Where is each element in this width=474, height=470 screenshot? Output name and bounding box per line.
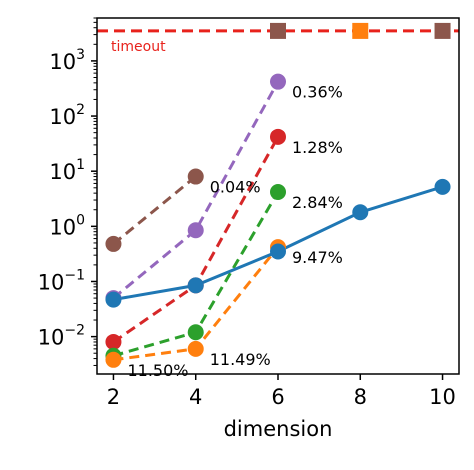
series-5-point-3 bbox=[352, 204, 369, 221]
timeout-label: timeout bbox=[111, 39, 166, 55]
series-5-point-0 bbox=[105, 291, 122, 308]
series-line-1 bbox=[112, 80, 280, 300]
series-0-point-0 bbox=[105, 235, 122, 252]
y-tick-label-1: 10−1 bbox=[38, 267, 85, 294]
series-1-point-1 bbox=[187, 222, 204, 239]
series-2-point-0 bbox=[105, 333, 122, 350]
extra-label-0: 11.50% bbox=[127, 361, 188, 380]
x-tick-label-0: 2 bbox=[107, 385, 120, 409]
timeout-marker-0 bbox=[270, 22, 286, 39]
y-tick-label-0: 10−2 bbox=[38, 323, 85, 350]
timeout-marker-2 bbox=[434, 22, 451, 39]
x-tick-label-4: 10 bbox=[429, 385, 456, 409]
series-3-label: 2.84% bbox=[292, 193, 343, 212]
series-5-point-4 bbox=[434, 178, 451, 195]
series-2-label: 1.28% bbox=[292, 138, 343, 157]
y-tick-label-3: 101 bbox=[49, 157, 85, 184]
series-5-point-2 bbox=[270, 243, 286, 260]
x-tick-label-3: 8 bbox=[354, 385, 367, 409]
y-tick-label-4: 102 bbox=[49, 102, 85, 129]
timeout-marker-1 bbox=[352, 22, 369, 39]
y-tick-label-5: 103 bbox=[49, 47, 85, 74]
series-3-point-2 bbox=[270, 183, 286, 200]
extra-label-1: 11.49% bbox=[210, 350, 271, 369]
series-0-point-1 bbox=[187, 168, 204, 185]
series-5-point-1 bbox=[187, 277, 204, 294]
series-1-label: 0.36% bbox=[292, 83, 343, 102]
series-1-point-2 bbox=[270, 73, 286, 90]
series-4-point-0 bbox=[105, 351, 122, 368]
series-line-2 bbox=[112, 136, 280, 344]
x-tick-label-1: 4 bbox=[189, 385, 202, 409]
series-line-0 bbox=[112, 175, 197, 246]
series-2-point-2 bbox=[270, 128, 286, 145]
x-tick-label-2: 6 bbox=[271, 385, 284, 409]
series-0-label: 0.04% bbox=[210, 178, 261, 197]
series-4-label: 9.47% bbox=[292, 248, 343, 267]
series-3-point-1 bbox=[187, 324, 204, 341]
y-tick-label-2: 100 bbox=[49, 212, 85, 239]
series-4-point-1 bbox=[187, 340, 204, 357]
x-axis-label: dimension bbox=[224, 417, 333, 441]
